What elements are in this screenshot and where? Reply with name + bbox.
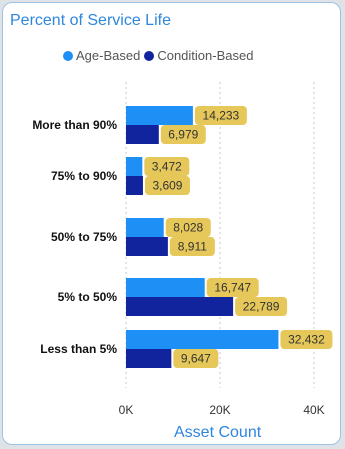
bar-condition-based[interactable] — [126, 349, 172, 368]
bar-age-based[interactable] — [126, 330, 279, 349]
category-label: 5% to 50% — [58, 290, 118, 304]
legend-dot-condition-icon — [144, 50, 155, 61]
data-label: 3,472 — [152, 160, 182, 174]
bar-condition-based[interactable] — [126, 297, 234, 316]
data-label: 22,789 — [243, 300, 280, 314]
data-label-badge — [165, 218, 211, 237]
data-label-badge — [194, 106, 247, 125]
legend-label-condition: Condition-Based — [157, 48, 254, 63]
bar-age-based[interactable] — [126, 157, 143, 176]
data-label-badge — [160, 125, 206, 144]
bar-age-based[interactable] — [126, 218, 164, 237]
legend-dot-age-icon — [63, 50, 73, 61]
chart-legend: Age-Based Condition-Based — [63, 48, 257, 63]
data-label-badge — [280, 330, 333, 349]
data-label: 32,432 — [288, 333, 325, 347]
bar-condition-based[interactable] — [126, 176, 143, 195]
data-label: 9,647 — [181, 352, 211, 366]
legend-label-age: Age-Based — [76, 48, 141, 63]
x-tick-label: 0K — [119, 403, 134, 417]
x-tick-label: 40K — [303, 403, 324, 417]
category-label: Less than 5% — [40, 342, 117, 356]
data-label-badge — [144, 157, 190, 176]
data-label: 8,028 — [173, 221, 203, 235]
legend-item-age[interactable]: Age-Based — [63, 48, 140, 63]
category-label: More than 90% — [32, 118, 117, 132]
legend-item-condition[interactable]: Condition-Based — [144, 48, 253, 63]
data-label-badge — [144, 176, 190, 195]
data-label: 8,911 — [178, 240, 207, 254]
chart-title: Percent of Service Life — [10, 12, 171, 29]
data-label-badge — [235, 297, 288, 316]
data-label: 3,609 — [152, 179, 182, 193]
x-axis-title: Asset Count — [174, 424, 262, 441]
data-label: 16,747 — [214, 281, 251, 295]
data-label: 6,979 — [168, 128, 198, 142]
data-label-badge — [173, 349, 219, 368]
category-label: 75% to 90% — [51, 169, 117, 183]
x-tick-label: 20K — [209, 403, 230, 417]
bar-age-based[interactable] — [126, 106, 193, 125]
bar-age-based[interactable] — [126, 278, 205, 297]
data-label: 14,233 — [203, 109, 240, 123]
bar-condition-based[interactable] — [126, 125, 159, 144]
category-label: 50% to 75% — [51, 230, 117, 244]
data-label-badge — [206, 278, 259, 297]
data-label-badge — [169, 237, 215, 256]
bar-condition-based[interactable] — [126, 237, 168, 256]
